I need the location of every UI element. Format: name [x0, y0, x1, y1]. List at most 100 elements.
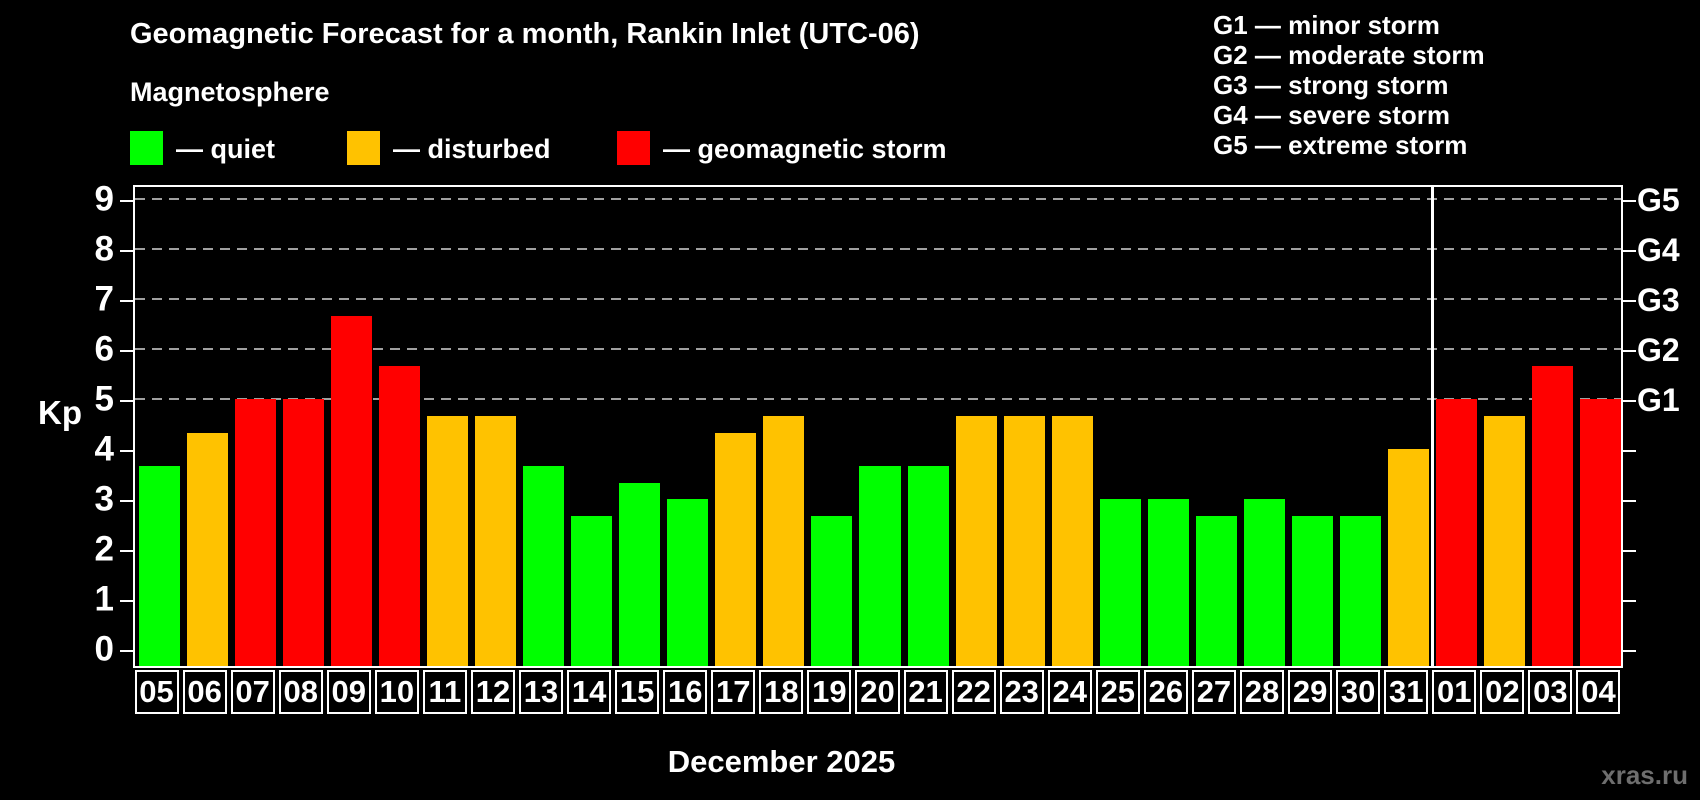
y-axis-tick: [120, 600, 133, 602]
y-axis-title: Kp: [38, 394, 82, 431]
y-axis-tick-label: 8: [94, 229, 114, 269]
day-label-27: 27: [1191, 670, 1236, 714]
g-scale-legend-line-1: G1 — minor storm: [1213, 10, 1440, 40]
bar-day-10: [378, 365, 420, 666]
y-axis-tick-label: 5: [94, 379, 114, 419]
y-axis-tick-label: 3: [94, 479, 114, 519]
bar-day-03: [1532, 365, 1574, 666]
gridline-kp6: [135, 348, 1621, 350]
bar-day-05: [138, 465, 180, 666]
day-label-02: 02: [1480, 670, 1525, 714]
y-axis-tick: [120, 650, 133, 652]
gridline-kp7: [135, 298, 1621, 300]
bar-day-25: [1099, 499, 1141, 666]
g-scale-legend-line-3: G3 — strong storm: [1213, 70, 1449, 100]
bar-day-28: [1243, 499, 1286, 666]
day-label-17: 17: [711, 670, 756, 714]
day-label-19: 19: [807, 670, 852, 714]
plot-area: [133, 185, 1623, 668]
y-axis-tick: [120, 500, 133, 502]
bar-day-15: [619, 482, 661, 666]
day-label-15: 15: [615, 670, 660, 714]
bar-day-12: [474, 415, 516, 666]
month-separator-line: [1431, 187, 1435, 666]
bar-day-14: [571, 515, 613, 666]
right-axis-label-g2: G2: [1637, 331, 1680, 368]
y-axis-tick: [120, 450, 133, 452]
magnetosphere-label: Magnetosphere: [130, 77, 330, 107]
g-scale-legend-line-2: G2 — moderate storm: [1213, 40, 1485, 70]
bar-day-17: [715, 432, 757, 666]
day-label-11: 11: [422, 670, 467, 714]
chart-title: Geomagnetic Forecast for a month, Rankin…: [130, 18, 920, 50]
y-axis-tick: [120, 250, 133, 252]
bar-day-01: [1436, 399, 1478, 666]
g-scale-legend-line-4: G4 — severe storm: [1213, 100, 1451, 130]
gridline-kp9: [135, 198, 1621, 200]
day-label-14: 14: [567, 670, 612, 714]
right-axis-tick: [1623, 450, 1636, 452]
bar-day-30: [1340, 515, 1382, 666]
bar-day-24: [1051, 415, 1093, 666]
watermark: xras.ru: [1601, 760, 1688, 790]
y-axis-tick-label: 6: [94, 329, 114, 369]
bar-day-22: [955, 415, 997, 666]
bar-day-11: [426, 415, 468, 666]
bar-day-16: [667, 499, 709, 666]
day-label-23: 23: [999, 670, 1044, 714]
day-label-06: 06: [182, 670, 227, 714]
legend-label-disturbed: — disturbed: [393, 134, 551, 164]
day-label-09: 09: [326, 670, 371, 714]
x-axis-title: December 2025: [667, 744, 896, 779]
bar-day-27: [1195, 515, 1237, 666]
bar-day-04: [1580, 399, 1622, 666]
day-label-16: 16: [663, 670, 708, 714]
day-label-29: 29: [1288, 670, 1333, 714]
bar-day-21: [907, 465, 949, 666]
day-label-04: 04: [1576, 670, 1621, 714]
y-axis-tick: [120, 550, 133, 552]
right-axis-tick: [1623, 250, 1636, 252]
bar-day-20: [859, 465, 901, 666]
right-axis-tick: [1623, 500, 1636, 502]
right-axis-tick: [1623, 300, 1636, 302]
right-axis-label-g3: G3: [1637, 281, 1680, 318]
day-label-30: 30: [1336, 670, 1381, 714]
day-label-18: 18: [759, 670, 804, 714]
bar-day-31: [1388, 449, 1430, 666]
right-axis-label-g5: G5: [1637, 181, 1680, 218]
legend-swatch-quiet: [130, 131, 163, 165]
gridline-kp5: [135, 398, 1621, 400]
y-axis-tick: [120, 350, 133, 352]
right-axis-tick: [1623, 400, 1636, 402]
day-label-20: 20: [855, 670, 900, 714]
right-axis-tick: [1623, 200, 1636, 202]
legend-label-storm: — geomagnetic storm: [663, 134, 947, 164]
day-label-26: 26: [1143, 670, 1188, 714]
bar-day-26: [1147, 499, 1189, 666]
day-label-31: 31: [1384, 670, 1429, 714]
y-axis-tick-label: 0: [94, 629, 114, 669]
bar-day-02: [1484, 415, 1526, 666]
day-label-01: 01: [1432, 670, 1477, 714]
legend-swatch-disturbed: [347, 131, 380, 165]
day-label-25: 25: [1095, 670, 1140, 714]
day-label-24: 24: [1047, 670, 1092, 714]
bar-day-29: [1292, 515, 1334, 666]
right-axis-label-g4: G4: [1637, 231, 1680, 268]
right-axis-tick: [1623, 550, 1636, 552]
y-axis-tick-label: 4: [94, 429, 114, 469]
day-label-28: 28: [1239, 670, 1285, 714]
y-axis-tick-label: 2: [94, 529, 114, 569]
right-axis-tick: [1623, 350, 1636, 352]
bar-day-06: [186, 432, 228, 666]
y-axis-tick-label: 7: [94, 279, 114, 319]
right-axis-tick: [1623, 650, 1636, 652]
bar-day-13: [523, 465, 565, 666]
g-scale-legend-line-5: G5 — extreme storm: [1213, 130, 1468, 160]
day-label-12: 12: [470, 670, 515, 714]
day-label-03: 03: [1528, 670, 1573, 714]
legend-swatch-storm: [617, 131, 650, 165]
y-axis-tick: [120, 300, 133, 302]
